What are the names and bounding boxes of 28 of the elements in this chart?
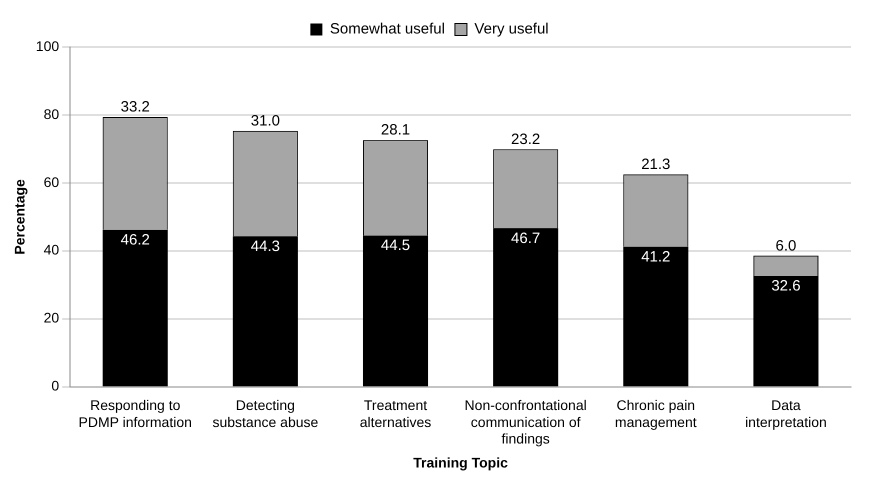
data-label: 32.6 xyxy=(771,278,801,295)
legend-label: Somewhat useful xyxy=(330,20,445,38)
x-tick-label: Data interpretation xyxy=(745,397,827,430)
data-label: 31.0 xyxy=(250,112,280,130)
data-label: 44.3 xyxy=(250,238,280,255)
x-tick-label: Detecting substance abuse xyxy=(212,397,319,430)
data-label: 44.5 xyxy=(380,237,410,254)
data-label: 46.2 xyxy=(120,231,150,248)
y-tick-label: 40 xyxy=(44,242,60,258)
x-tick-label: Non-confrontational communication of findings xyxy=(464,397,587,447)
x-tick-label: Treatment alternatives xyxy=(360,397,432,430)
x-tick-label: Responding to PDMP information xyxy=(78,397,192,430)
data-label: 41.2 xyxy=(641,248,670,266)
data-label: 21.3 xyxy=(641,156,670,174)
data-label: 28.1 xyxy=(380,122,410,139)
y-tick-label: 0 xyxy=(51,378,60,394)
x-tick-label: Chronic pain management xyxy=(614,397,697,430)
x-axis-title: Training Topic xyxy=(413,454,508,470)
y-tick-label: 100 xyxy=(36,38,60,54)
y-tick-label: 80 xyxy=(44,106,60,122)
y-axis-title: Percentage xyxy=(11,178,28,255)
y-tick-label: 60 xyxy=(44,174,60,190)
legend-label: Very useful xyxy=(474,20,549,38)
data-label: 23.2 xyxy=(511,130,540,148)
data-label: 6.0 xyxy=(776,237,796,254)
data-label: 46.7 xyxy=(511,230,540,247)
y-tick-label: 20 xyxy=(44,310,60,326)
data-label: 33.2 xyxy=(120,98,150,116)
